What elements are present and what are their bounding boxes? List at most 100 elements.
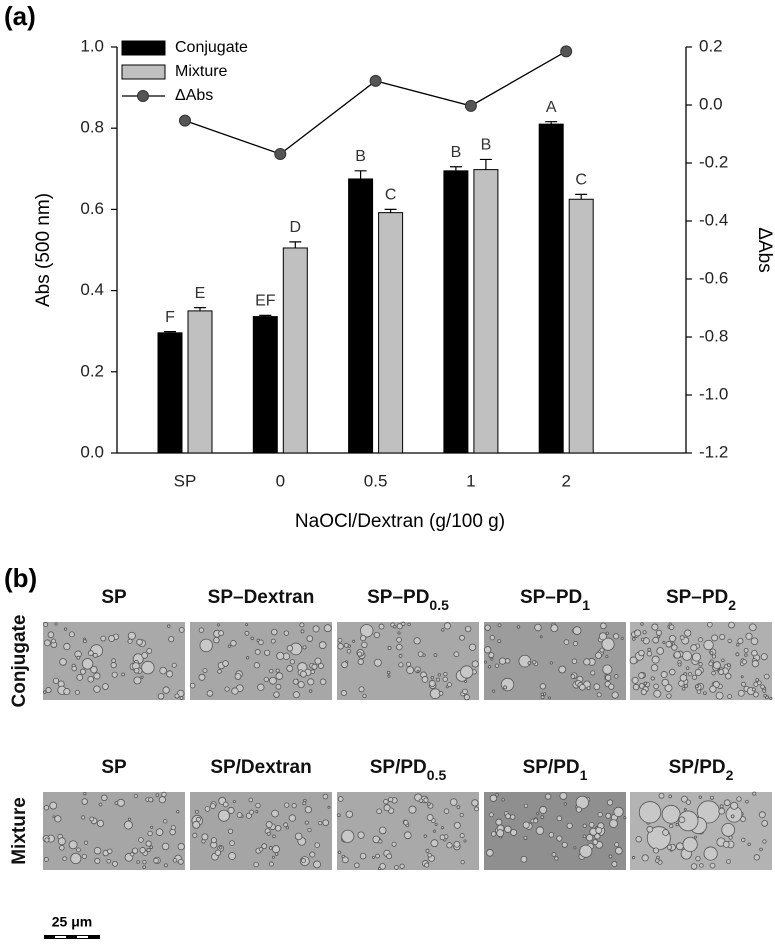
significance-letter: D: [290, 219, 302, 236]
header-main: SP: [101, 587, 127, 608]
droplet: [460, 859, 465, 865]
droplet: [403, 831, 412, 840]
droplet: [217, 669, 222, 674]
droplet: [605, 631, 609, 635]
droplet: [133, 793, 139, 799]
droplet: [497, 623, 502, 628]
droplet: [357, 651, 363, 657]
droplet: [443, 622, 452, 630]
droplet: [76, 674, 84, 681]
droplet: [283, 822, 288, 828]
droplet: [387, 674, 391, 678]
droplet: [652, 847, 659, 854]
droplet: [712, 661, 721, 670]
droplet: [425, 848, 430, 853]
droplet: [707, 621, 713, 628]
header-main: SP/PD: [523, 757, 580, 778]
droplet: [488, 652, 495, 659]
droplet: [228, 852, 237, 860]
droplet: [763, 693, 767, 698]
y-tick-label: 0.6: [80, 199, 104, 218]
droplet: [269, 676, 277, 685]
droplet: [421, 676, 429, 683]
droplet: [585, 834, 594, 842]
droplet: [547, 696, 551, 700]
droplet: [500, 677, 515, 692]
x-tick-label: 2: [561, 471, 570, 490]
droplet: [753, 854, 760, 861]
droplet: [575, 806, 582, 813]
droplet: [596, 692, 602, 698]
droplet: [682, 836, 698, 853]
droplet: [255, 802, 261, 809]
header-subscript: 1: [580, 767, 588, 783]
droplet: [345, 810, 354, 818]
droplet: [459, 833, 465, 839]
scale-bar-tick: [55, 936, 66, 938]
droplet: [275, 825, 282, 832]
droplet: [68, 631, 75, 638]
droplet: [83, 639, 87, 644]
droplet: [229, 840, 235, 846]
droplet: [533, 818, 539, 824]
droplet: [245, 812, 252, 819]
droplet: [709, 862, 716, 869]
droplet: [92, 652, 98, 658]
droplet: [651, 655, 660, 664]
droplet: [357, 831, 365, 839]
droplet: [401, 621, 406, 626]
droplet: [94, 857, 101, 864]
droplet: [93, 685, 101, 693]
column-header: SP–PD1: [520, 587, 590, 613]
droplet: [314, 657, 322, 665]
droplet: [433, 653, 438, 657]
significance-letter: E: [195, 285, 206, 302]
x-tick-label: SP: [174, 471, 197, 490]
droplet: [676, 842, 684, 851]
droplet: [745, 632, 753, 640]
droplet: [709, 795, 714, 800]
droplet: [302, 801, 307, 806]
droplet: [172, 858, 178, 863]
droplet: [49, 801, 58, 810]
droplet: [63, 642, 71, 651]
micrograph: [337, 621, 479, 701]
droplet: [703, 691, 707, 695]
droplet: [666, 844, 673, 850]
column-header: SP/PD1: [523, 757, 588, 783]
droplet: [554, 856, 559, 861]
droplet: [253, 861, 259, 868]
droplet: [255, 810, 259, 814]
droplet: [399, 863, 405, 869]
droplet: [245, 623, 249, 627]
droplet: [270, 638, 276, 644]
droplet: [606, 799, 614, 806]
droplet: [214, 849, 222, 856]
droplet: [634, 629, 642, 637]
droplet: [271, 809, 279, 818]
droplet: [763, 673, 770, 680]
droplet: [703, 846, 718, 861]
droplet: [176, 810, 180, 814]
droplet: [284, 802, 290, 808]
droplet: [114, 801, 119, 805]
droplet: [595, 651, 602, 659]
droplet: [694, 835, 697, 839]
droplet: [327, 805, 331, 809]
droplet: [474, 806, 479, 812]
droplet: [378, 826, 387, 835]
droplet: [354, 862, 360, 869]
droplet: [318, 820, 323, 826]
droplet: [669, 823, 674, 829]
x-tick-label: 0: [276, 471, 285, 490]
droplet: [677, 662, 682, 667]
droplet: [740, 816, 747, 822]
droplet: [272, 834, 276, 839]
droplet: [487, 665, 492, 669]
droplet: [471, 799, 479, 807]
droplet: [449, 798, 458, 806]
droplet: [600, 622, 607, 630]
droplet: [650, 676, 655, 681]
legend-label: ΔAbs: [175, 87, 213, 104]
droplet: [323, 624, 332, 633]
